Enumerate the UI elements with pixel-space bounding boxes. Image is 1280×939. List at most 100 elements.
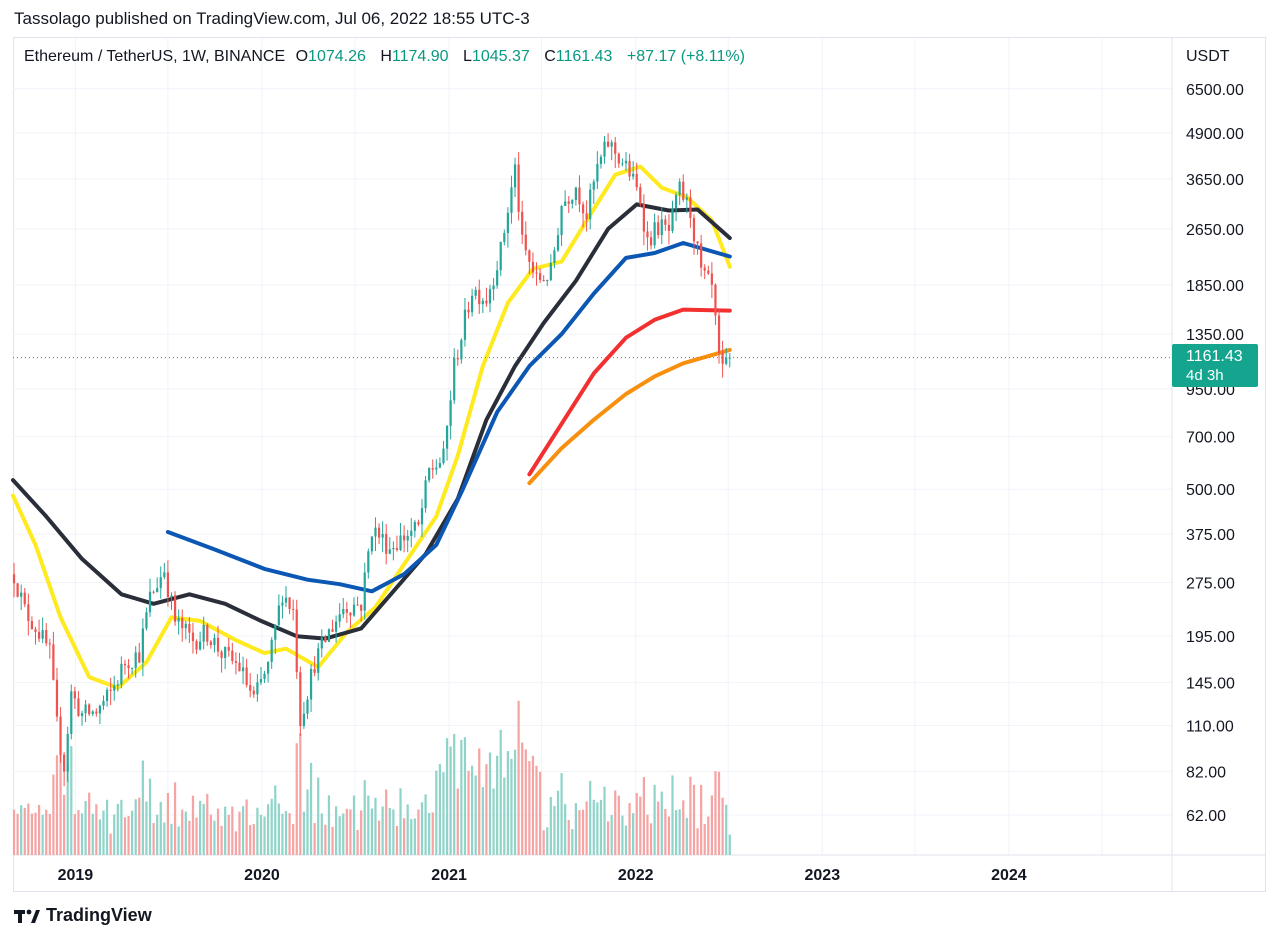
volume-bar — [256, 807, 259, 855]
volume-bar — [209, 814, 212, 855]
volume-bar — [188, 820, 191, 855]
volume-bar — [120, 799, 123, 855]
volume-bar — [549, 797, 552, 855]
candle-body — [510, 187, 513, 213]
volume-bar — [574, 803, 577, 855]
volume-bar — [352, 795, 356, 855]
candle-body — [360, 605, 363, 611]
candle-body — [692, 218, 696, 242]
candle-body — [159, 577, 162, 589]
volume-bar — [546, 827, 549, 855]
volume-bar — [342, 813, 345, 855]
candle-body — [227, 646, 230, 651]
volume-bar — [216, 808, 220, 855]
moving-average-line — [527, 347, 732, 486]
candle-body — [524, 234, 527, 251]
candle-body — [453, 358, 456, 401]
volume-bar — [270, 798, 273, 855]
candle-body — [635, 173, 638, 188]
candle-body — [241, 667, 245, 672]
candle-body — [674, 194, 678, 209]
volume-bar — [721, 797, 724, 855]
volume-bar — [284, 810, 288, 855]
close-label: C — [544, 48, 556, 65]
candle-body — [592, 181, 595, 190]
candle-body — [63, 754, 66, 772]
moving-average-line — [11, 202, 732, 641]
volume-bar — [435, 770, 438, 855]
candle-body — [256, 682, 259, 695]
candle-body — [549, 262, 552, 281]
candle-body — [478, 289, 481, 305]
candle-body — [345, 609, 348, 613]
candle-body — [632, 173, 635, 177]
volume-bar — [553, 806, 556, 855]
volume-bar — [521, 742, 524, 855]
volume-bar — [77, 810, 80, 855]
candle-body — [682, 181, 685, 200]
volume-bar — [428, 812, 431, 855]
volume-bar — [317, 777, 320, 855]
candle-body — [667, 224, 671, 231]
volume-bar — [431, 812, 434, 855]
candle-body — [249, 685, 252, 691]
candle-body — [195, 641, 198, 650]
price-tick-label: 62.00 — [1186, 808, 1226, 825]
candle-body — [320, 637, 323, 649]
volume-bar — [621, 815, 624, 855]
price-tick-label: 275.00 — [1186, 576, 1235, 593]
candle-body — [184, 623, 187, 629]
candle-body — [284, 597, 288, 603]
volume-bar — [263, 816, 266, 855]
tradingview-logo[interactable]: TradingView — [14, 905, 152, 926]
chart-panel[interactable] — [13, 37, 1266, 892]
volume-bar — [195, 817, 198, 855]
candle-body — [528, 250, 531, 262]
volume-bar — [181, 809, 184, 855]
candle-body — [560, 205, 563, 236]
candle-body — [621, 163, 624, 165]
volume-bar — [503, 777, 506, 855]
volume-bar — [478, 748, 481, 855]
volume-bar — [274, 785, 277, 855]
publish-info: Tassolago published on TradingView.com, … — [14, 9, 530, 28]
candle-body — [238, 662, 241, 672]
volume-bar — [206, 793, 209, 855]
candle-body — [456, 358, 459, 360]
time-tick-label: 2023 — [805, 867, 841, 884]
volume-bar — [299, 733, 302, 855]
volume-bar — [292, 824, 295, 855]
candle-body — [88, 704, 91, 715]
volume-bar — [653, 784, 656, 855]
volume-bar — [671, 775, 674, 855]
volume-bar — [728, 834, 731, 855]
candle-body — [356, 604, 359, 606]
volume-bar — [324, 824, 327, 855]
volume-bar — [463, 737, 467, 855]
candle-body — [163, 572, 166, 578]
candle-body — [306, 699, 309, 714]
candle-body — [392, 548, 395, 550]
volume-bar — [145, 801, 148, 855]
candle-body — [657, 222, 660, 236]
volume-bar — [660, 791, 663, 855]
volume-bar — [241, 806, 245, 855]
volume-bar — [707, 816, 710, 855]
candle-body — [410, 530, 413, 536]
candle-body — [381, 533, 384, 538]
candle-body — [84, 704, 87, 714]
time-tick-label: 2022 — [618, 867, 654, 884]
volume-bar — [599, 799, 603, 855]
candle-body — [481, 300, 484, 305]
candle-body — [513, 164, 517, 188]
candle-body — [131, 667, 134, 669]
change-value: +87.17 (+8.11%) — [626, 48, 745, 65]
candle-body — [660, 219, 663, 236]
candle-body — [449, 400, 452, 426]
candle-body — [707, 270, 710, 274]
candle-body — [399, 535, 402, 551]
candle-body — [581, 204, 585, 214]
candle-body — [145, 612, 148, 629]
volume-bar — [628, 803, 631, 855]
